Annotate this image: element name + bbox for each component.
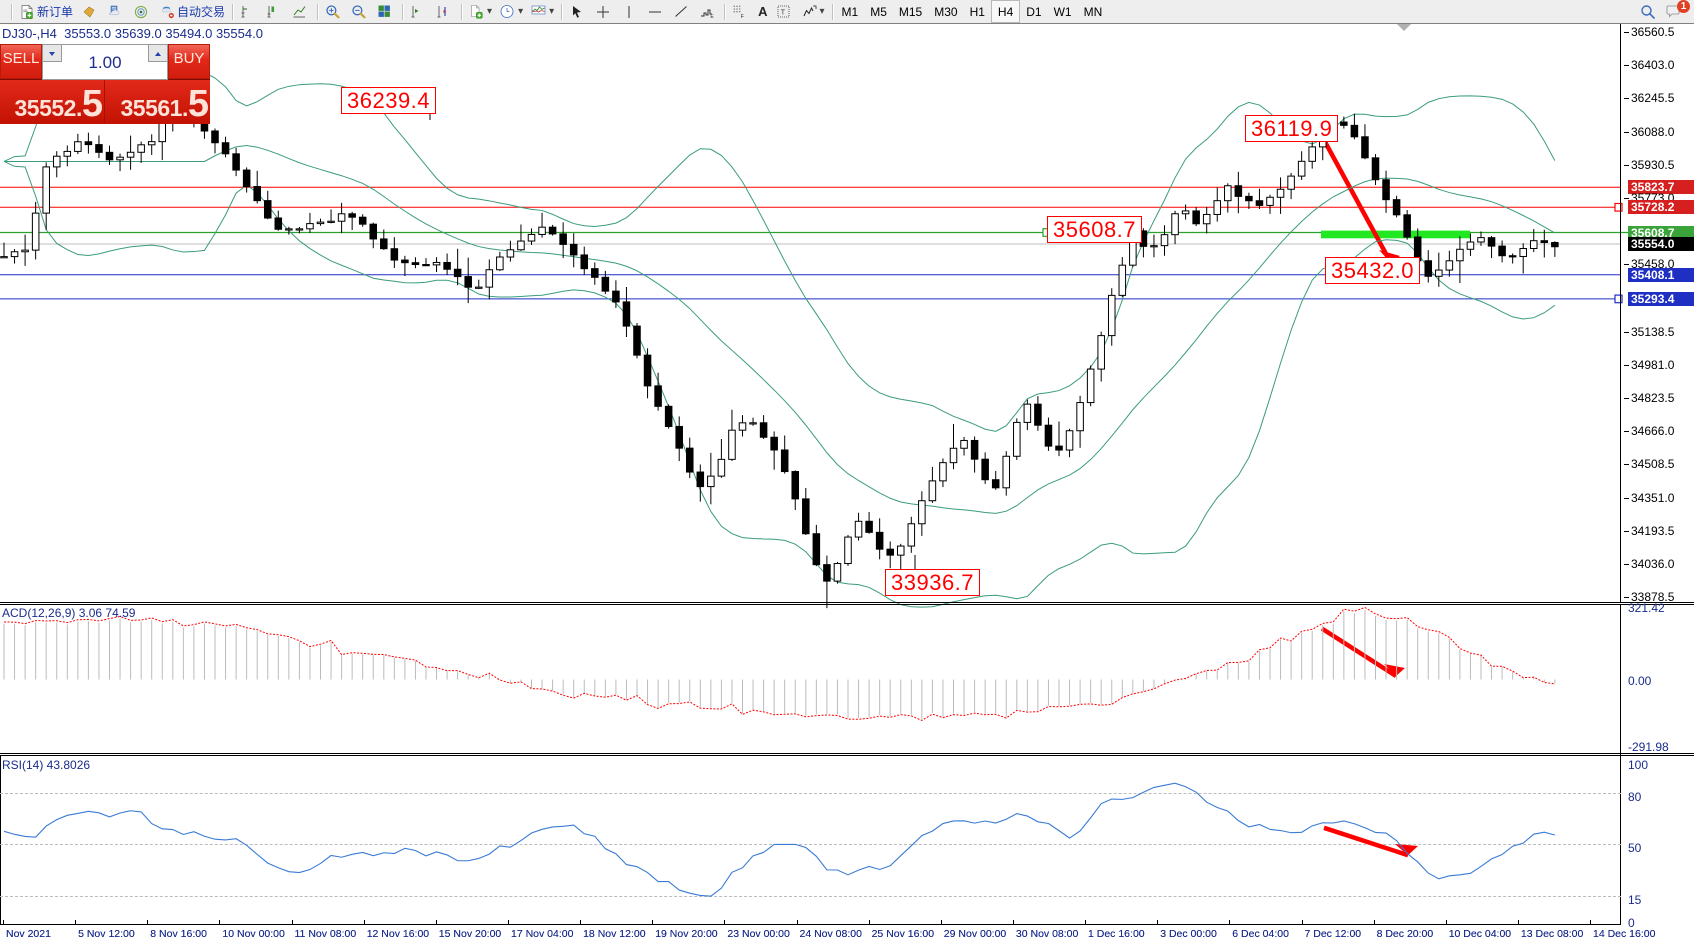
svg-text:T: T: [780, 9, 785, 16]
svg-text:F: F: [741, 14, 745, 20]
svg-text:E: E: [711, 14, 715, 20]
